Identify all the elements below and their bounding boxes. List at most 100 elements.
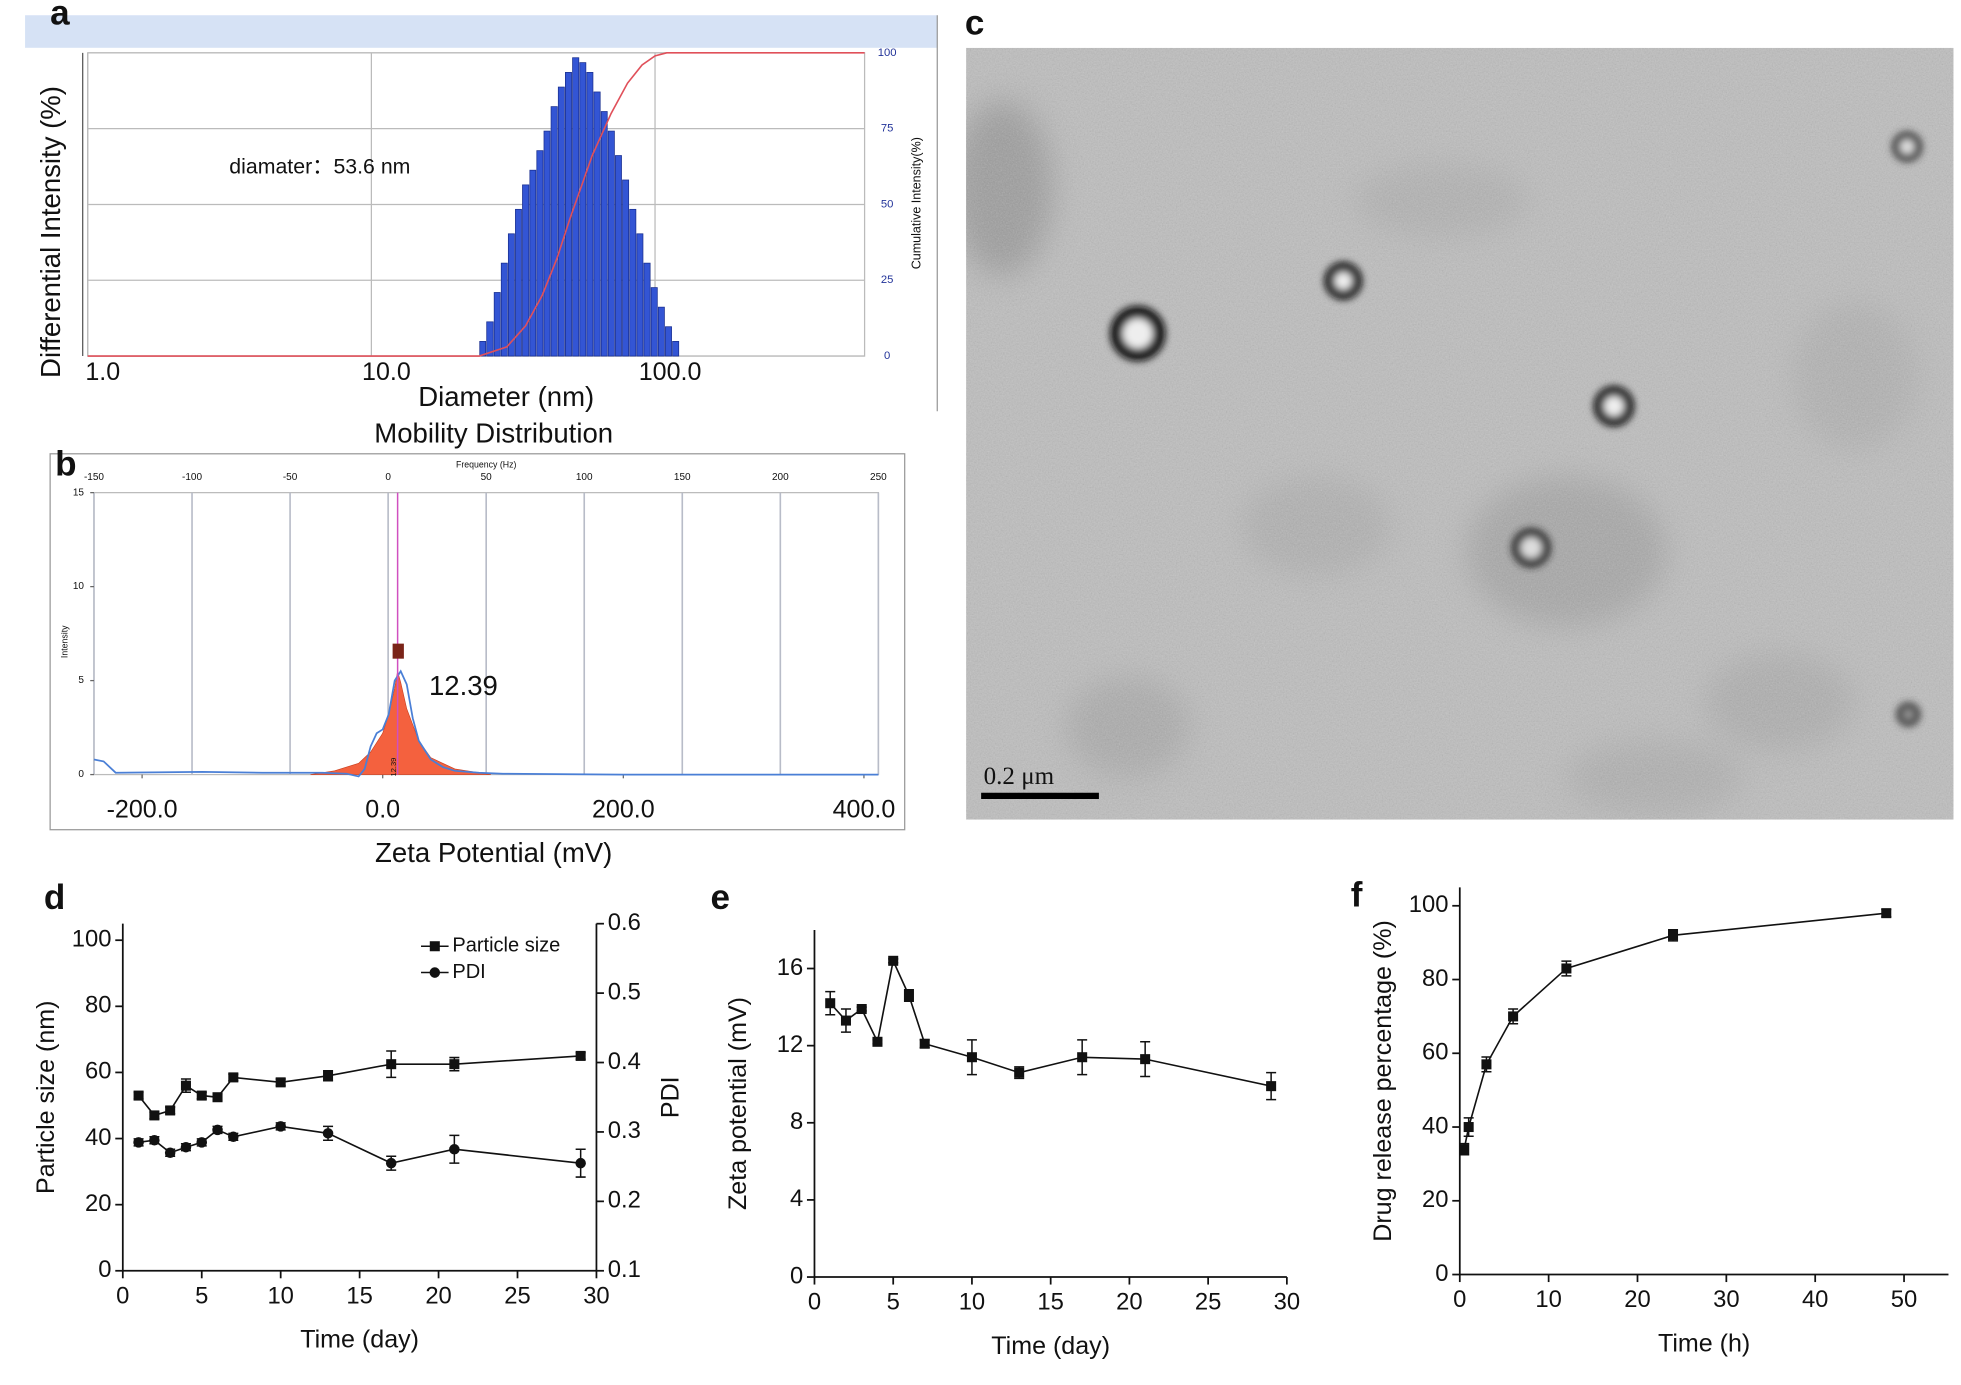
x-tick-label: 50 [1891, 1286, 1917, 1313]
panel-label: b [55, 445, 76, 484]
marker [228, 1072, 239, 1083]
marker [196, 1137, 208, 1148]
bar [579, 62, 587, 357]
x-tick-label: 25 [504, 1282, 530, 1309]
marker [323, 1070, 334, 1081]
x-tick-label: 10.0 [362, 358, 411, 386]
marker [1266, 1081, 1277, 1092]
marker [322, 1128, 334, 1139]
y-tick-label: 100 [72, 925, 112, 952]
bar [565, 72, 572, 357]
marker [919, 1038, 930, 1049]
bar [615, 155, 622, 357]
x-tick-label: 15 [1037, 1289, 1063, 1316]
bar [665, 326, 672, 357]
bar [522, 184, 530, 357]
y2-tick-label: 0.3 [608, 1117, 641, 1144]
x-tick-label: 40 [1802, 1286, 1828, 1313]
x-axis-label: Time (day) [300, 1326, 419, 1354]
x-tick-label: 10 [1535, 1286, 1561, 1313]
panel-label: c [965, 4, 985, 43]
bar [507, 233, 515, 357]
x-tick-label: 30 [583, 1282, 609, 1309]
marker [275, 1121, 286, 1132]
x2-tick-label: 50 [481, 472, 493, 483]
marker [856, 1003, 867, 1015]
marker [164, 1147, 176, 1159]
x-tick-label: 10 [267, 1282, 293, 1309]
y-tick-label: 40 [85, 1124, 111, 1151]
marker [212, 1124, 223, 1136]
bar [600, 111, 608, 357]
panel-label: e [710, 878, 730, 917]
bar [657, 306, 665, 357]
marker [840, 1015, 851, 1026]
x-tick-label: 1.0 [85, 358, 120, 386]
bar [593, 91, 601, 357]
y-tick-label: 15 [73, 487, 85, 498]
peak-marker [392, 643, 404, 659]
marker [133, 1137, 144, 1148]
y-tick-label: 8 [790, 1108, 803, 1135]
marker [1508, 1011, 1519, 1022]
marker [966, 1052, 977, 1063]
y-tick-label: 100 [1409, 891, 1449, 918]
y2-axis-label: Cumulative Intensity(%) [910, 137, 924, 269]
x2-axis-label: Frequency (Hz) [456, 459, 516, 469]
y-tick-label: 20 [1422, 1186, 1448, 1213]
series-line [829, 958, 1272, 1087]
marker [228, 1131, 239, 1143]
y-tick-label: 0 [790, 1262, 803, 1289]
chart-title: Mobility Distribution [374, 417, 613, 448]
marker [1561, 963, 1572, 974]
bar [479, 341, 487, 357]
bar [629, 208, 637, 357]
y-axis-label: Differential Intensity (%) [35, 86, 66, 378]
y2-tick-label: 0 [884, 350, 890, 362]
y-tick-label: 80 [85, 992, 111, 1019]
y2-tick-label: 25 [881, 274, 894, 286]
panel-label: a [50, 0, 70, 33]
marker [165, 1105, 176, 1116]
x-axis-label: Zeta Potential (mV) [375, 837, 612, 868]
bar [500, 262, 508, 357]
bar [557, 86, 565, 357]
bar [650, 287, 658, 357]
y-tick-label: 0 [78, 769, 84, 780]
x-tick-label: 20 [1116, 1289, 1142, 1316]
x2-tick-label: 250 [870, 472, 887, 483]
y2-tick-label: 0.4 [608, 1048, 641, 1075]
x2-tick-label: -100 [182, 472, 202, 483]
x-tick-label: 5 [887, 1289, 900, 1316]
marker [429, 941, 440, 952]
marker [385, 1157, 397, 1169]
marker [133, 1090, 144, 1101]
marker [872, 1036, 883, 1047]
marker [575, 1157, 586, 1169]
legend-label: PDI [452, 961, 485, 983]
series-line [137, 1055, 581, 1117]
panel-frame [49, 453, 906, 831]
bar [536, 150, 544, 357]
marker [196, 1090, 207, 1101]
x-axis-label: Time (day) [991, 1332, 1110, 1360]
marker [1481, 1059, 1492, 1070]
bar [493, 292, 501, 357]
annotation: diamater：53.6 nm [229, 155, 410, 179]
marker [575, 1050, 586, 1061]
marker [149, 1110, 160, 1121]
bar [586, 72, 594, 357]
legend-label: Particle size [452, 935, 560, 957]
marker [1463, 1122, 1474, 1133]
y2-tick-label: 0.5 [608, 978, 641, 1005]
y-axis-label: Drug release percentage (%) [1369, 920, 1397, 1242]
y-tick-label: 60 [1422, 1039, 1448, 1066]
y-tick-label: 12 [777, 1031, 803, 1058]
peak-label-small: 12.39 [389, 758, 398, 777]
y-tick-label: 80 [1422, 965, 1448, 992]
marker [1668, 930, 1679, 941]
marker [1077, 1052, 1088, 1063]
y-tick-label: 0 [98, 1256, 111, 1283]
y-axis-label: Zeta potential (mV) [724, 997, 752, 1210]
